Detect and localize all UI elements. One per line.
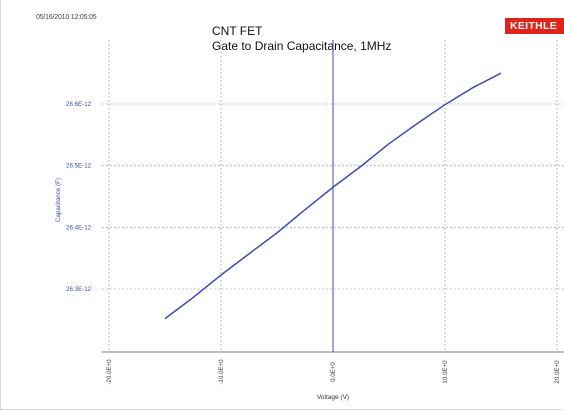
- y-tick-label: 26.6E-12: [66, 101, 92, 108]
- chart-subtitle: Gate to Drain Capacitance, 1MHz: [212, 39, 392, 53]
- timestamp: 05/16/2010 12:05:05: [36, 14, 97, 21]
- axis-layer: [102, 40, 564, 353]
- x-tick-label: -20.0E+0: [106, 359, 113, 385]
- label-layer: 26.3E-12 26.4E-12 26.5E-12 26.6E-12 -20.0E+0…: [55, 101, 561, 401]
- chart-title-block: CNT FET Gate to Drain Capacitance, 1MHz: [212, 24, 391, 54]
- y-tick-label: 26.3E-12: [66, 286, 92, 293]
- y-axis-label: Capacitance (F): [55, 178, 62, 222]
- x-tick-label: 10.0E+0: [442, 360, 449, 384]
- x-axis-label: Voltage (V): [317, 394, 349, 401]
- x-tick-label: 0.0E+0: [330, 362, 337, 382]
- x-tick-label: 20.0E+0: [554, 360, 561, 384]
- series-layer: [164, 72, 502, 320]
- y-tick-label: 26.5E-12: [66, 163, 92, 170]
- x-tick-label: -10.0E+0: [218, 359, 225, 385]
- chart-title: CNT FET: [212, 24, 263, 38]
- keithley-logo: KEITHLE: [505, 18, 564, 34]
- y-tick-label: 26.4E-12: [66, 224, 92, 231]
- grid-layer: [102, 40, 564, 352]
